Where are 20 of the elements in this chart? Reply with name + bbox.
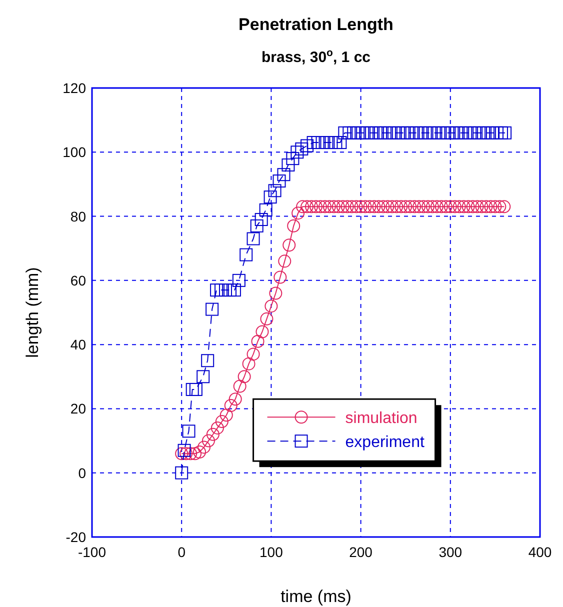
chart-subtitle: brass, 30$^{o}$, 1 cc xyxy=(262,47,370,66)
chart-title: Penetration Length xyxy=(238,15,394,34)
y-tick-label: 0 xyxy=(78,464,86,481)
y-tick-label: 100 xyxy=(62,144,86,160)
x-tick-label: 100 xyxy=(260,544,284,560)
y-tick-label: 80 xyxy=(70,208,86,224)
x-tick-label: 300 xyxy=(438,544,462,560)
x-tick-label: 0 xyxy=(178,544,186,560)
y-axis-title: length (mm) xyxy=(23,267,42,358)
y-tick-label: 20 xyxy=(70,400,86,417)
legend-label: experiment xyxy=(345,434,425,452)
y-tick-label: -20 xyxy=(66,529,86,545)
y-tick-label: 120 xyxy=(62,80,86,96)
x-tick-label: 400 xyxy=(528,544,552,560)
x-tick-label: -100 xyxy=(78,544,106,560)
x-axis-title: time (ms) xyxy=(280,587,352,606)
y-tick-label: 40 xyxy=(70,336,86,353)
x-tick-label: 200 xyxy=(349,544,373,560)
legend-label: simulation xyxy=(345,410,418,428)
y-tick-label: 60 xyxy=(70,272,86,288)
